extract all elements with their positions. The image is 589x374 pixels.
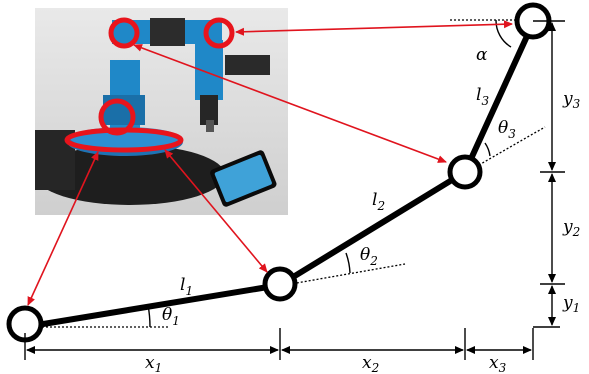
arrow-base [27,151,99,306]
link-3 [462,20,536,175]
joint-3 [447,154,483,190]
correspondence-arrows [27,20,513,306]
label-y2: y2 [562,217,580,239]
label-x3: x3 [489,353,507,374]
theta3-arc [484,142,491,157]
theta2-reference-line [284,263,406,286]
arrow-joint-2 [164,149,268,273]
label-x1: x1 [145,353,162,374]
robot-arm-photo [35,8,288,215]
theta3-reference-line [464,126,546,174]
label-l3: l3 [476,85,489,108]
reference-lines [30,19,546,328]
dimension-lines [24,20,565,360]
arrow-joint-3 [133,44,447,163]
arrow-end-effector [235,20,513,36]
theta2-arc [345,252,351,274]
label-y3: y3 [562,89,581,111]
labels: l1 l2 l3 θ1 θ2 θ3 α x1 x2 x3 y3 y2 y1 [145,45,581,374]
label-theta2: θ2 [360,245,378,268]
label-y1: y1 [562,293,580,315]
label-theta1: θ1 [162,305,180,328]
label-x2: x2 [362,353,379,374]
label-l1: l1 [180,275,193,298]
label-alpha: α [476,45,488,65]
joint-2 [262,266,298,302]
label-l2: l2 [372,190,385,213]
link-1 [22,282,283,330]
label-theta3: θ3 [498,118,516,141]
link-2 [277,169,468,288]
arm-links [22,20,536,330]
